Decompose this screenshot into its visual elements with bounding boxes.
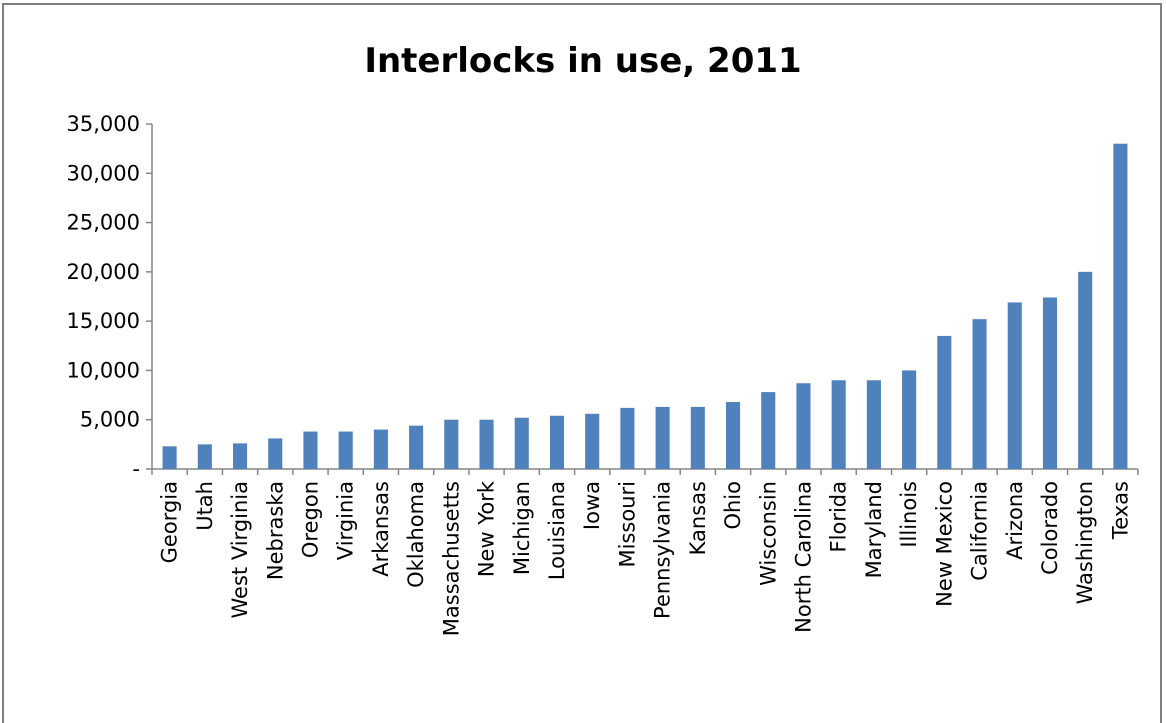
bar	[866, 380, 881, 469]
x-tick-label: Georgia	[158, 481, 182, 563]
bar-chart: Interlocks in use, 2011 - 5,000 10,000 15,0…	[67, 41, 1139, 636]
x-tick-label: Oregon	[298, 481, 322, 558]
x-tick-label: Arizona	[1003, 481, 1027, 560]
x-tick-label: New York	[475, 480, 499, 577]
bar	[338, 431, 353, 469]
y-tick-label: 20,000	[67, 260, 140, 284]
bars	[162, 143, 1128, 469]
x-tick-label: North Carolina	[791, 481, 815, 633]
x-tick-label: New Mexico	[932, 481, 956, 607]
x-tick-label: Nebraska	[263, 481, 287, 580]
x-tick-label: Texas	[1108, 481, 1132, 540]
x-tick-label: Wisconsin	[756, 481, 780, 586]
y-tick-label: 15,000	[67, 309, 140, 333]
x-tick-label: Utah	[193, 481, 217, 531]
x-tick-label: Michigan	[510, 481, 534, 575]
y-tick-label: 25,000	[67, 211, 140, 235]
x-tick-label: Arkansas	[369, 481, 393, 577]
bar	[479, 419, 494, 469]
bar	[303, 431, 318, 469]
x-tick-label: Louisiana	[545, 481, 569, 580]
y-tick-label: 30,000	[67, 161, 140, 185]
x-tick-label: Washington	[1073, 481, 1097, 604]
bar	[1042, 297, 1058, 469]
bar	[444, 419, 459, 469]
bar	[197, 444, 212, 469]
x-tick-label: California	[968, 481, 992, 581]
bar	[585, 413, 600, 469]
bar	[1113, 143, 1128, 469]
chart-frame	[2, 3, 1162, 723]
x-tick-label: Pennsylvania	[651, 481, 675, 619]
x-tick-label: Illinois	[897, 481, 921, 548]
x-tick-label: Colorado	[1038, 481, 1062, 575]
y-tick-label: -	[132, 457, 140, 481]
y-tick-label: 35,000	[67, 112, 140, 136]
bar	[549, 415, 565, 469]
x-tick-label: Missouri	[615, 481, 639, 567]
x-tick-label: Iowa	[580, 481, 604, 530]
bar	[761, 392, 776, 469]
x-tick-label: Oklahoma	[404, 481, 428, 588]
bar	[902, 370, 917, 469]
x-tick-label: Virginia	[334, 481, 358, 560]
bar	[373, 429, 388, 469]
x-tick-label: Massachusetts	[439, 481, 463, 636]
bar	[972, 319, 987, 469]
bar	[937, 335, 952, 469]
bar	[831, 380, 846, 469]
bar	[796, 383, 811, 469]
x-tick-label: Ohio	[721, 481, 745, 530]
bar	[725, 401, 741, 469]
x-tick-label: Maryland	[862, 481, 886, 578]
bar	[655, 406, 670, 469]
bar	[268, 438, 283, 469]
x-tick-label: Florida	[827, 481, 851, 552]
bar	[1078, 271, 1093, 469]
bar	[409, 425, 424, 469]
y-tick-label: 5,000	[80, 408, 140, 432]
bar	[162, 446, 177, 469]
x-axis: Georgia Utah West Virginia Nebraska Oregon Vi…	[151, 468, 1139, 636]
bar	[514, 417, 529, 469]
x-tick-label: West Virginia	[228, 481, 252, 618]
y-tick-label: 10,000	[67, 358, 140, 382]
bar	[1007, 302, 1022, 469]
bar	[690, 406, 705, 469]
y-axis: - 5,000 10,000 15,000 20,000 25,000 30,000 35,0…	[67, 112, 153, 481]
bar	[620, 407, 635, 469]
x-tick-label: Kansas	[686, 481, 710, 555]
bar	[232, 443, 248, 469]
chart-title: Interlocks in use, 2011	[364, 41, 801, 81]
